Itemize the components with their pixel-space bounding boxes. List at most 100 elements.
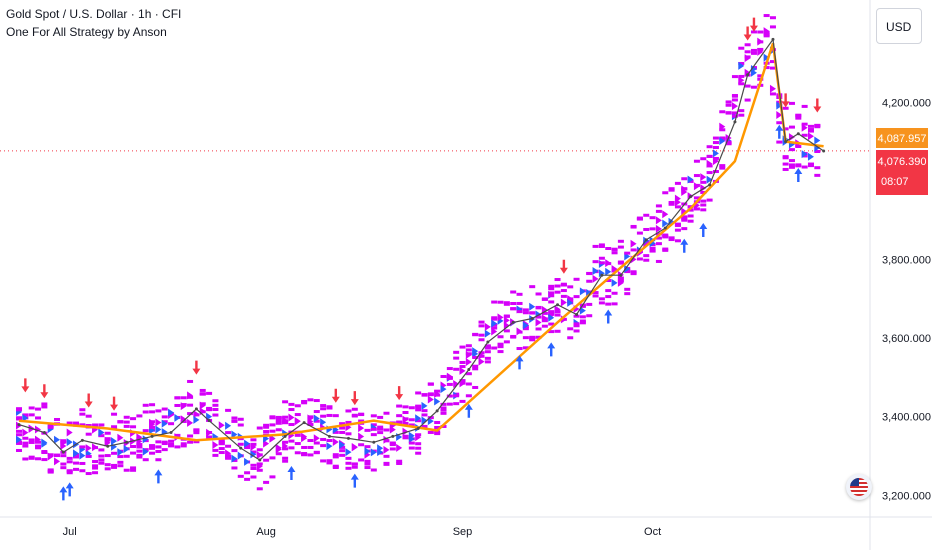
price-point bbox=[106, 444, 110, 448]
signal-marker bbox=[22, 457, 29, 461]
signal-marker bbox=[402, 434, 409, 438]
signal-marker bbox=[795, 116, 802, 120]
y-tick-label: 4,200.000 bbox=[882, 97, 931, 109]
signal-marker bbox=[123, 424, 130, 428]
signal-marker bbox=[117, 455, 124, 459]
signal-marker bbox=[624, 251, 631, 255]
signal-wedge bbox=[54, 435, 61, 444]
us-flag-icon[interactable] bbox=[846, 474, 872, 500]
signal-marker bbox=[573, 295, 580, 299]
signal-wedge bbox=[807, 152, 814, 161]
signal-marker bbox=[478, 333, 485, 337]
signal-marker bbox=[117, 420, 124, 424]
signal-marker bbox=[339, 426, 346, 430]
signal-marker bbox=[725, 140, 732, 144]
signal-wedge bbox=[541, 314, 548, 323]
signal-marker bbox=[573, 324, 580, 328]
price-point bbox=[619, 273, 623, 277]
signal-marker bbox=[643, 213, 650, 217]
signal-marker bbox=[339, 430, 346, 434]
signal-marker bbox=[453, 394, 460, 398]
signal-marker bbox=[586, 279, 593, 283]
signal-marker bbox=[370, 468, 377, 472]
signal-marker bbox=[92, 466, 99, 470]
signal-marker bbox=[706, 198, 713, 202]
signal-wedge bbox=[66, 428, 73, 437]
indicator-legend[interactable]: One For All Strategy by Anson bbox=[6, 25, 167, 39]
signal-wedge bbox=[294, 417, 301, 426]
signal-marker bbox=[149, 403, 156, 407]
signal-wedge bbox=[155, 425, 162, 434]
signal-marker bbox=[605, 289, 612, 293]
signal-marker bbox=[288, 446, 295, 450]
signal-marker bbox=[415, 408, 422, 412]
signal-marker bbox=[687, 208, 694, 212]
signal-marker bbox=[402, 421, 409, 425]
signal-marker bbox=[161, 448, 168, 452]
signal-marker bbox=[320, 444, 327, 448]
price-point bbox=[327, 434, 331, 438]
signal-marker bbox=[389, 447, 396, 451]
time-axis[interactable]: Jul Aug Sep Oct bbox=[0, 516, 932, 538]
signal-marker bbox=[782, 162, 789, 166]
signal-marker bbox=[738, 82, 745, 86]
signal-wedge bbox=[383, 445, 390, 454]
signal-marker bbox=[415, 419, 422, 423]
signal-marker bbox=[218, 442, 225, 446]
signal-marker bbox=[719, 164, 726, 168]
price-point bbox=[283, 434, 287, 438]
signal-wedge bbox=[193, 415, 200, 424]
signal-marker bbox=[339, 453, 346, 457]
signal-wedge bbox=[731, 102, 738, 111]
signal-marker bbox=[98, 454, 105, 458]
signal-marker bbox=[693, 174, 700, 178]
signal-wedge bbox=[206, 428, 213, 437]
signal-marker bbox=[453, 356, 460, 360]
signal-marker bbox=[60, 440, 67, 444]
signal-marker bbox=[136, 414, 143, 418]
signal-marker bbox=[605, 302, 612, 306]
signal-marker bbox=[643, 254, 650, 258]
signal-marker bbox=[180, 396, 187, 400]
signal-marker bbox=[541, 324, 548, 328]
signal-marker bbox=[244, 471, 251, 475]
price-series-line bbox=[18, 37, 824, 461]
signal-marker bbox=[351, 413, 358, 417]
signal-marker bbox=[757, 47, 764, 51]
signal-marker bbox=[358, 413, 365, 417]
signal-marker bbox=[326, 439, 333, 443]
signal-marker bbox=[136, 445, 143, 449]
signal-wedge bbox=[218, 421, 225, 430]
signal-marker bbox=[307, 453, 314, 457]
currency-button[interactable]: USD bbox=[876, 8, 922, 44]
signal-wedge bbox=[66, 438, 73, 447]
signal-wedge bbox=[719, 137, 726, 146]
signal-marker bbox=[187, 403, 194, 407]
price-point bbox=[663, 226, 667, 230]
signal-marker bbox=[130, 468, 137, 472]
signal-marker bbox=[807, 162, 814, 166]
signal-marker bbox=[700, 180, 707, 184]
signal-marker bbox=[212, 413, 219, 417]
signal-wedge bbox=[662, 210, 669, 219]
signal-marker bbox=[16, 433, 23, 437]
signal-marker bbox=[567, 297, 574, 301]
signal-marker bbox=[66, 421, 73, 425]
buy-arrow bbox=[775, 124, 784, 139]
signal-wedge bbox=[225, 449, 232, 458]
price-axis[interactable]: 3,200.000 3,400.000 3,600.000 3,800.000 4,20… bbox=[869, 0, 931, 550]
y-tick-label: 3,800.000 bbox=[882, 255, 931, 267]
signal-wedge bbox=[244, 439, 251, 448]
signal-marker bbox=[674, 205, 681, 209]
signal-marker bbox=[250, 442, 257, 446]
buy-arrow bbox=[59, 486, 68, 501]
price-point bbox=[771, 37, 775, 41]
signal-marker bbox=[396, 421, 403, 425]
signal-marker bbox=[560, 283, 567, 287]
signal-marker bbox=[307, 422, 314, 426]
chart-title[interactable]: Gold Spot / U.S. Dollar · 1h · CFI bbox=[6, 7, 182, 21]
signal-marker bbox=[782, 167, 789, 171]
signal-marker bbox=[358, 419, 365, 423]
signal-wedge bbox=[668, 218, 675, 227]
